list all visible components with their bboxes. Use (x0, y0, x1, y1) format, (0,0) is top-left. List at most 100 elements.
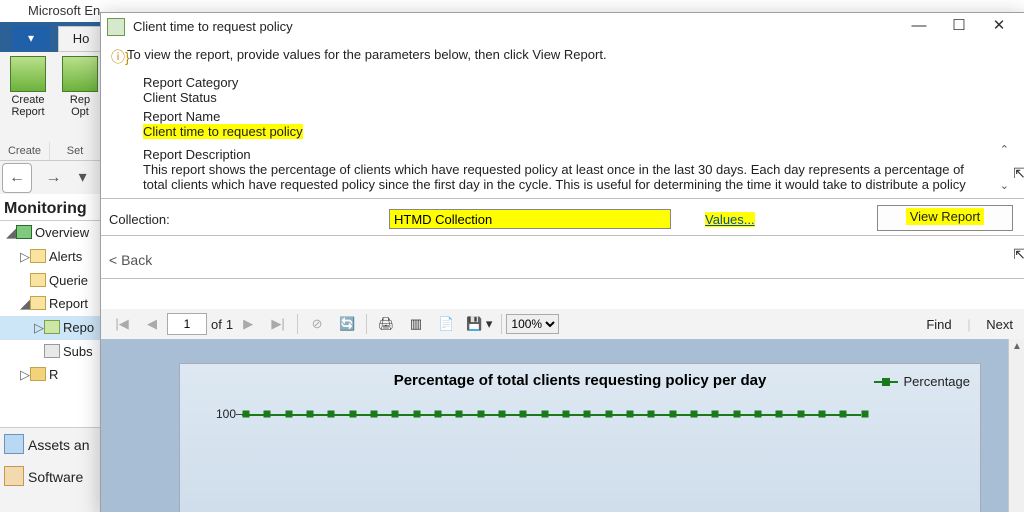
series-marker (584, 411, 591, 418)
series-marker (371, 411, 378, 418)
series-marker (243, 411, 250, 418)
refresh-button[interactable]: 🔄 (333, 313, 361, 335)
ribbon-tab-home[interactable]: Ho (58, 26, 104, 52)
category-value: Client Status (143, 90, 1015, 105)
pin-icon[interactable]: ⇱ (1013, 246, 1024, 263)
overview-icon (16, 225, 32, 239)
next-page-button[interactable]: ▶ (234, 313, 262, 335)
nav-back-button[interactable]: ← (2, 163, 32, 193)
series-marker (285, 411, 292, 418)
find-next-button[interactable]: Next (986, 317, 1013, 332)
nav-software[interactable]: Software (0, 460, 100, 492)
nav-assets[interactable]: Assets an (0, 428, 100, 460)
stop-button[interactable]: ⊘ (303, 313, 331, 335)
y-tick-label: 100 (206, 407, 236, 421)
first-page-button[interactable]: |◀ (108, 313, 136, 335)
close-button[interactable]: ✕ (979, 14, 1019, 40)
file-menu-dropdown[interactable]: ▾ (12, 26, 50, 50)
tree-item-alerts[interactable]: ▷Alerts (0, 245, 100, 269)
export-button[interactable]: 💾 ▾ (462, 313, 496, 335)
sidebar-header: Monitoring (0, 194, 100, 221)
description-label: Report Description (143, 147, 983, 162)
last-page-button[interactable]: ▶| (264, 313, 292, 335)
series-marker (499, 411, 506, 418)
nav-fwd-button[interactable]: → (39, 164, 67, 192)
desc-scroll-up[interactable]: ⌃ (1000, 143, 1009, 156)
dialog-title: Client time to request policy (133, 13, 899, 41)
chart-title: Percentage of total clients requesting p… (180, 364, 980, 395)
series-marker (413, 411, 420, 418)
series-marker (435, 411, 442, 418)
series-marker (477, 411, 484, 418)
report-name-label: Report Name (143, 109, 1015, 124)
view-report-button[interactable]: View Report (877, 205, 1013, 231)
nav-up-dropdown[interactable]: ▾ (75, 164, 91, 192)
pin-icon[interactable]: ⇱ (1013, 165, 1024, 182)
series-marker (349, 411, 356, 418)
tree-item-r[interactable]: ▷R (0, 363, 100, 387)
mecm-title: Microsoft En (28, 3, 100, 18)
chart-surface: Percentage of total clients requesting p… (179, 363, 981, 512)
find-button[interactable]: Find (926, 317, 951, 332)
folder-icon (30, 273, 46, 287)
page-setup-button[interactable]: 📄 (432, 313, 460, 335)
ribbon-caption-create: Create (0, 142, 50, 160)
scroll-up-icon[interactable]: ▲ (1009, 339, 1024, 355)
report-scrollbar[interactable]: ▲ (1008, 339, 1024, 512)
tree-item-overview[interactable]: ◢Overview (0, 221, 100, 245)
category-label: Report Category (143, 75, 1015, 90)
legend-swatch (874, 381, 898, 383)
series-marker (861, 411, 868, 418)
series-marker (605, 411, 612, 418)
page-total: 1 (226, 317, 233, 332)
print-layout-button[interactable]: ▥ (402, 313, 430, 335)
tree-item-queries[interactable]: Querie (0, 269, 100, 292)
back-link[interactable]: < Back (109, 252, 152, 268)
create-report-icon (10, 56, 46, 92)
report-name-value: Client time to request policy (143, 124, 303, 139)
dialog-icon (107, 18, 125, 36)
series-marker (840, 411, 847, 418)
series-marker (627, 411, 634, 418)
series-marker (669, 411, 676, 418)
prev-page-button[interactable]: ◀ (138, 313, 166, 335)
instruction-text: To view the report, provide values for t… (127, 47, 1015, 67)
dialog-titlebar[interactable]: Client time to request policy — ☐ ✕ (101, 13, 1024, 41)
collection-input[interactable] (389, 209, 671, 229)
series-marker (264, 411, 271, 418)
chart-legend: Percentage (874, 374, 971, 389)
print-button[interactable]: 🖨 (372, 313, 400, 335)
series-marker (712, 411, 719, 418)
of-label: of (211, 317, 222, 332)
chart-plot: 80100 (242, 414, 882, 512)
ribbon-report-options[interactable]: Rep Opt (56, 56, 104, 118)
page-input[interactable] (167, 313, 207, 335)
tree-item-reporting[interactable]: ◢Report (0, 292, 100, 316)
info-icon: ⓘ} (111, 47, 127, 67)
folder-icon (30, 296, 46, 310)
desc-scroll-down[interactable]: ⌄ (1000, 179, 1009, 192)
collection-label: Collection: (109, 212, 389, 227)
report-options-icon (62, 56, 98, 92)
ribbon-create-report[interactable]: Create Report (4, 56, 52, 118)
maximize-button[interactable]: ☐ (939, 14, 979, 40)
report-dialog: Client time to request policy — ☐ ✕ ⓘ} T… (100, 12, 1024, 512)
values-link[interactable]: Values... (705, 212, 755, 227)
breadcrumb-bar: ← → ▾ (0, 160, 100, 196)
workspace-nav: Assets an Software (0, 427, 100, 512)
series-marker (456, 411, 463, 418)
series-marker (520, 411, 527, 418)
series-marker (307, 411, 314, 418)
tree-item-reports-child[interactable]: ▷Repo (0, 316, 100, 340)
zoom-select[interactable]: 100% (506, 314, 559, 334)
ribbon-caption-settings: Set (50, 142, 100, 160)
series-marker (755, 411, 762, 418)
parameter-row: Collection: Values... View Report (101, 199, 1024, 236)
minimize-button[interactable]: — (899, 14, 939, 40)
assets-icon (4, 434, 24, 454)
description-text: This report shows the percentage of clie… (143, 162, 983, 192)
subscription-icon (44, 344, 60, 358)
tree-item-subscriptions[interactable]: Subs (0, 340, 100, 363)
series-marker (328, 411, 335, 418)
folder-icon (30, 367, 46, 381)
